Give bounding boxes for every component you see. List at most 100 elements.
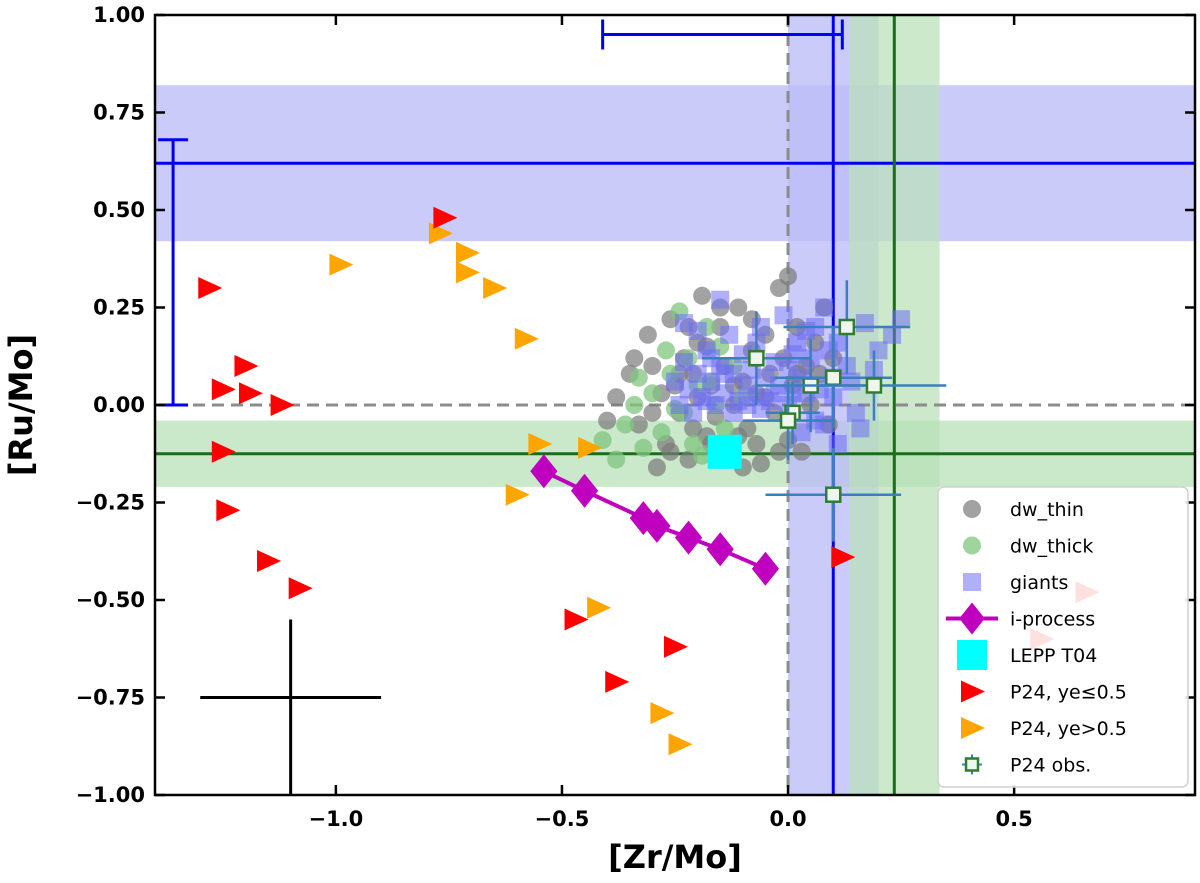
dw-thin-point	[792, 442, 811, 461]
legend-label: dw_thick	[1010, 536, 1093, 558]
legend-marker-i-process	[959, 602, 985, 635]
legend-label: dw_thin	[1010, 499, 1084, 521]
y-tick-label: −0.75	[76, 686, 145, 710]
giants-point	[724, 403, 743, 422]
p24-obs-point	[838, 318, 856, 336]
giants-point	[815, 298, 834, 317]
legend-marker-dw-thin	[963, 500, 981, 518]
giants-point	[670, 396, 689, 414]
p24-obs-point	[748, 349, 765, 367]
p24-obs-point	[825, 369, 842, 386]
legend-label: P24, ye>0.5	[1010, 718, 1127, 740]
giants-point	[751, 318, 770, 336]
p24-obs-point	[825, 486, 842, 503]
p24-ye-high-point	[650, 702, 675, 725]
giants-point	[828, 435, 847, 453]
dw-thick-point	[607, 450, 626, 469]
y-tick-label: 0.25	[93, 296, 145, 320]
p24-ye-low-point	[211, 440, 236, 463]
lepp-t04-point	[707, 434, 742, 469]
giants-point	[675, 353, 694, 372]
giants-point	[855, 314, 874, 333]
dw-thin-point	[729, 298, 748, 317]
dw-thin-point	[747, 435, 766, 453]
dw-thin-point	[679, 450, 698, 469]
legend-label: P24, ye≤0.5	[1010, 682, 1127, 704]
giants-point	[738, 396, 757, 414]
legend-entry: giants	[963, 572, 1068, 594]
dw-thick-point	[684, 435, 703, 453]
giants-point	[666, 372, 684, 391]
legend-marker-p24-low	[961, 680, 985, 703]
dw-thin-point	[643, 403, 662, 422]
y-tick-label: 0.00	[93, 393, 145, 417]
dw-thin-point	[693, 286, 712, 305]
giants-point	[720, 325, 739, 344]
p24-ye-high-point	[528, 433, 553, 455]
dw-thick-point	[593, 431, 612, 450]
legend-label: LEPP T04	[1010, 645, 1097, 667]
legend-marker-giants	[963, 573, 981, 591]
giants-point	[783, 345, 802, 364]
dw-thin-point	[629, 415, 648, 434]
y-tick-label: −0.50	[76, 588, 145, 612]
p24-ye-low-point	[270, 394, 295, 416]
dw-thin-point	[643, 357, 662, 375]
p24-ye-low-point	[211, 378, 236, 401]
giants-point	[688, 321, 707, 340]
giants-point	[883, 325, 902, 344]
dw-thick-point	[656, 341, 675, 360]
legend-entry: i-process	[946, 602, 1095, 635]
p24-ye-low-point	[257, 550, 282, 572]
legend-label: P24 obs.	[1010, 755, 1091, 777]
i-process-point	[530, 454, 558, 489]
giants-point	[869, 341, 888, 360]
p24-ye-high-point	[587, 596, 612, 619]
dw-thick-point	[634, 438, 653, 457]
giants-point	[765, 384, 784, 403]
p24-ye-high-point	[456, 241, 480, 264]
p24-obs-point	[865, 377, 883, 394]
p24-ye-low-point	[664, 635, 688, 658]
dw-thin-point	[661, 442, 680, 461]
p24-ye-low-point	[216, 499, 241, 522]
p24-ye-low-point	[831, 546, 856, 569]
legend-entry: LEPP T04	[957, 640, 1097, 670]
legend-label: giants	[1010, 572, 1068, 594]
p24-ye-low-point	[433, 206, 458, 229]
giants-point	[679, 380, 698, 399]
legend-entry: dw_thin	[963, 499, 1084, 521]
p24-ye-low-point	[238, 382, 263, 405]
dw-thin-point	[751, 454, 770, 473]
giants-point	[792, 423, 811, 442]
dw-thin-point	[684, 419, 703, 438]
legend-entry: P24 obs.	[962, 754, 1091, 777]
giants-point	[815, 415, 834, 434]
p24-ye-low-point	[234, 355, 259, 377]
giants-point	[842, 372, 861, 391]
legend-label: i-process	[1010, 609, 1095, 631]
x-tick-label: 0.5	[996, 807, 1033, 831]
i-process-point	[674, 520, 703, 555]
p24-ye-low-point	[198, 277, 223, 299]
dw-thin-point	[607, 388, 626, 407]
legend-marker-lepp	[957, 640, 987, 670]
giants-point	[715, 384, 734, 403]
y-tick-label: −1.00	[76, 783, 145, 807]
x-tick-label: −1.0	[308, 807, 363, 831]
i-process-point	[706, 532, 734, 567]
giants-point	[715, 364, 734, 383]
legend-marker-dw-thick	[963, 536, 981, 555]
y-tick-label: 0.75	[93, 101, 145, 125]
giants-point	[851, 419, 870, 438]
dw-thick-point	[629, 368, 648, 387]
dw-thin-point	[770, 442, 788, 461]
dw-thick-point	[625, 396, 644, 414]
dw-thin-point	[779, 267, 798, 286]
x-axis-label: [Zr/Mo]	[608, 838, 742, 876]
dw-thick-point	[652, 423, 671, 442]
legend-marker-p24-high	[961, 717, 985, 739]
giants-point	[711, 290, 730, 309]
